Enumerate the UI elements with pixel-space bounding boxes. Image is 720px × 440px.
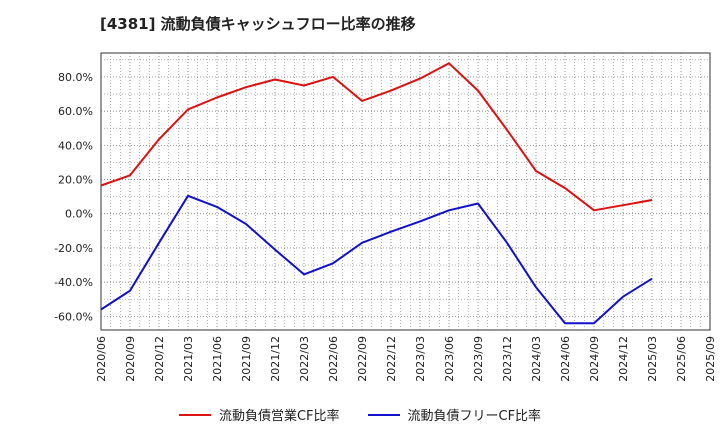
y-tick-label: -20.0% [54,242,93,255]
x-tick-label: 2024/12 [617,336,630,382]
x-tick-label: 2023/03 [414,336,427,382]
legend-label: 流動負債フリーCF比率 [407,409,542,424]
series-line-2 [100,194,653,325]
chart-legend: 流動負債営業CF比率 流動負債フリーCF比率 [0,405,720,424]
x-tick-label: 2024/03 [530,336,543,382]
x-tick-label: 2022/12 [385,336,398,382]
x-tick-label: 2023/09 [472,336,485,382]
legend-swatch [178,413,211,416]
x-tick-label: 2025/06 [675,336,688,382]
x-tick-label: 2025/03 [646,336,659,382]
y-tick-label: 20.0% [58,174,93,187]
x-tick-label: 2021/03 [182,336,195,382]
x-tick-label: 2024/06 [559,336,572,382]
x-tick-label: 2021/06 [211,336,224,382]
legend-label: 流動負債営業CF比率 [218,409,340,424]
legend-swatch [367,413,400,416]
x-tick-label: 2023/06 [443,336,456,382]
x-tick-label: 2021/12 [269,336,282,382]
x-tick-label: 2022/06 [327,336,340,382]
x-tick-label: 2022/03 [298,336,311,382]
y-tick-label: 80.0% [58,71,93,84]
legend-item-2: 流動負債フリーCF比率 [367,405,542,424]
y-tick-label: -40.0% [54,276,93,289]
y-tick-label: 40.0% [58,139,93,152]
x-tick-label: 2024/09 [588,336,601,382]
chart-title: [4381] 流動負債キャッシュフロー比率の推移 [100,15,416,33]
y-tick-label: 0.0% [65,208,93,221]
y-tick-label: -60.0% [54,310,93,323]
y-tick-label: 60.0% [58,105,93,118]
x-tick-label: 2020/12 [153,336,166,382]
series-line-1 [100,62,653,212]
legend-item-1: 流動負債営業CF比率 [178,405,340,424]
x-tick-label: 2021/09 [240,336,253,382]
line-chart: 80.0% 60.0% 40.0% 20.0% 0.0% -20.0% -40.0% -60.… [54,52,717,382]
x-tick-label: 2022/09 [356,336,369,382]
x-tick-label: 2020/09 [124,336,137,382]
plot-area [100,52,711,331]
x-tick-label: 2023/12 [501,336,514,382]
x-tick-label: 2025/09 [704,336,717,382]
x-tick-label: 2020/06 [95,336,108,382]
